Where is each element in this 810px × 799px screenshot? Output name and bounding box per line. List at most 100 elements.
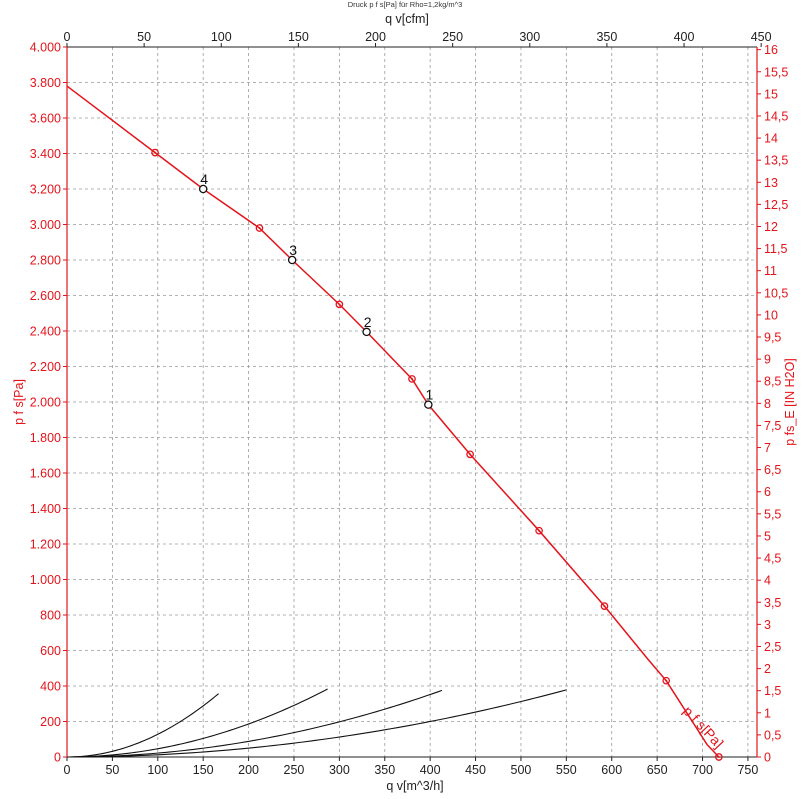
system-curve-4 (66, 689, 567, 758)
y-left-tick-label: 2.800 (30, 254, 61, 268)
x-bottom-tick-label: 50 (105, 763, 119, 777)
y-left-tick-label: 3.400 (30, 147, 61, 161)
x-axis-top-title: q v[cfm] (385, 12, 429, 26)
x-bottom-tick-label: 400 (420, 763, 441, 777)
y-left-tick-label: 600 (40, 644, 61, 658)
y-right-tick-label: 6,5 (764, 463, 781, 477)
y-right-tick-label: 3 (764, 618, 771, 632)
x-top-tick-label: 400 (674, 30, 695, 44)
y-left-tick-label: 2.400 (30, 325, 61, 339)
y-left-tick-label: 1.000 (30, 573, 61, 587)
x-bottom-tick-label: 500 (511, 763, 532, 777)
y-right-tick-label: 14 (764, 132, 778, 146)
y-left-tick-label: 3.000 (30, 218, 61, 232)
y-right-tick-label: 15,5 (764, 65, 788, 79)
x-top-tick-label: 300 (519, 30, 540, 44)
y-right-tick-label: 8,5 (764, 375, 781, 389)
y-left-tick-label: 2.200 (30, 360, 61, 374)
y-right-tick-label: 3,5 (764, 596, 781, 610)
y-left-tick-label: 2.600 (30, 289, 61, 303)
y-right-tick-label: 6 (764, 485, 771, 499)
y-left-tick-label: 3.800 (30, 76, 61, 90)
y-axis-right-title: p fs_E [IN H2O] (783, 358, 797, 446)
y-left-tick-label: 200 (40, 715, 61, 729)
system-curve-2 (66, 688, 328, 758)
y-right-tick-label: 13,5 (764, 154, 788, 168)
x-bottom-tick-label: 100 (147, 763, 168, 777)
x-top-tick-label: 50 (137, 30, 151, 44)
y-right-tick-label: 4 (764, 574, 771, 588)
y-right-tick-label: 13 (764, 176, 778, 190)
y-left-tick-label: 4.000 (30, 41, 61, 55)
x-top-tick-label: 450 (751, 30, 772, 44)
y-right-tick-label: 2,5 (764, 640, 781, 654)
x-bottom-tick-label: 250 (284, 763, 305, 777)
fan-curve-series (66, 85, 723, 761)
y-right-tick-label: 4,5 (764, 552, 781, 566)
x-top-tick-label: 250 (442, 30, 463, 44)
operating-point-1 (424, 400, 433, 409)
y-right-tick-label: 11,5 (764, 242, 787, 256)
y-right-tick-label: 9,5 (764, 331, 781, 345)
fan-curve-marker (662, 676, 671, 685)
fan-curve-marker (600, 602, 609, 610)
x-bottom-tick-label: 150 (193, 763, 214, 777)
y-right-tick-label: 16 (764, 43, 778, 57)
x-top-tick-label: 350 (596, 30, 617, 44)
fan-curve-marker-dot (717, 756, 720, 758)
x-top-tick-label: 200 (365, 30, 386, 44)
fan-curve-marker (335, 300, 344, 309)
y-right-tick-label: 10 (764, 308, 778, 322)
x-bottom-tick-label: 600 (601, 763, 622, 777)
x-top-tick-label: 100 (211, 30, 232, 44)
fan-curve-marker-dot (258, 227, 261, 230)
y-right-tick-label: 10,5 (764, 286, 788, 300)
fan-curve-marker (408, 375, 416, 383)
x-bottom-tick-label: 200 (238, 763, 259, 777)
system-curve-3 (66, 689, 443, 758)
y-right-tick-label: 7,5 (764, 419, 781, 433)
y-right-tick-label: 15 (764, 87, 778, 101)
y-right-tick-label: 5,5 (764, 507, 781, 521)
system-curve-1 (66, 693, 219, 758)
y-left-tick-label: 1.400 (30, 502, 61, 516)
operating-point-3 (287, 255, 297, 265)
axes (63, 43, 762, 761)
y-right-tick-label: 2 (764, 662, 771, 676)
x-bottom-tick-label: 650 (647, 763, 668, 777)
fan-curve-marker-dot (154, 151, 157, 154)
fan-curve-marker-dot (411, 377, 413, 380)
y-left-tick-label: 0 (54, 751, 61, 765)
y-right-tick-label: 14,5 (764, 109, 788, 123)
x-top-tick-label: 0 (64, 30, 71, 44)
y-right-tick-label: 12,5 (764, 198, 788, 212)
operating-point-label-4: 4 (200, 171, 208, 187)
operating-point-label-1: 1 (425, 387, 433, 403)
y-left-tick-label: 400 (40, 680, 61, 694)
fan-curve-marker-dot (338, 303, 341, 306)
fan-curve-marker-dot (538, 529, 541, 532)
fan-curve-marker-dot (603, 605, 606, 608)
fan-curve-marker (466, 450, 474, 459)
y-left-tick-label: 1.200 (30, 538, 61, 552)
y-left-tick-label: 2.000 (30, 396, 61, 410)
operating-point-label-3: 3 (289, 242, 297, 258)
x-axis-bottom-title: q v[m^3/h] (386, 779, 443, 793)
tick-labels: 0 50 100 150 200 250 300 350 400 450 500 550 600 650 7… (30, 30, 789, 777)
y-left-tick-label: 3.200 (30, 183, 61, 197)
system-curves (66, 688, 567, 758)
y-left-tick-label: 1.600 (30, 467, 61, 481)
x-bottom-tick-label: 550 (556, 763, 577, 777)
y-right-tick-label: 9 (764, 353, 771, 367)
fan-curve-marker (535, 526, 543, 535)
x-bottom-tick-label: 450 (465, 763, 486, 777)
x-bottom-tick-label: 750 (737, 763, 758, 777)
y-right-tick-label: 12 (764, 220, 778, 234)
y-left-tick-label: 1.800 (30, 431, 61, 445)
fan-curve-line (66, 85, 720, 758)
x-bottom-tick-label: 300 (329, 763, 350, 777)
y-right-tick-label: 11 (764, 264, 777, 278)
y-right-tick-label: 0 (764, 751, 771, 765)
x-bottom-tick-label: 350 (374, 763, 395, 777)
series-label: p f s[Pa] (680, 703, 727, 751)
